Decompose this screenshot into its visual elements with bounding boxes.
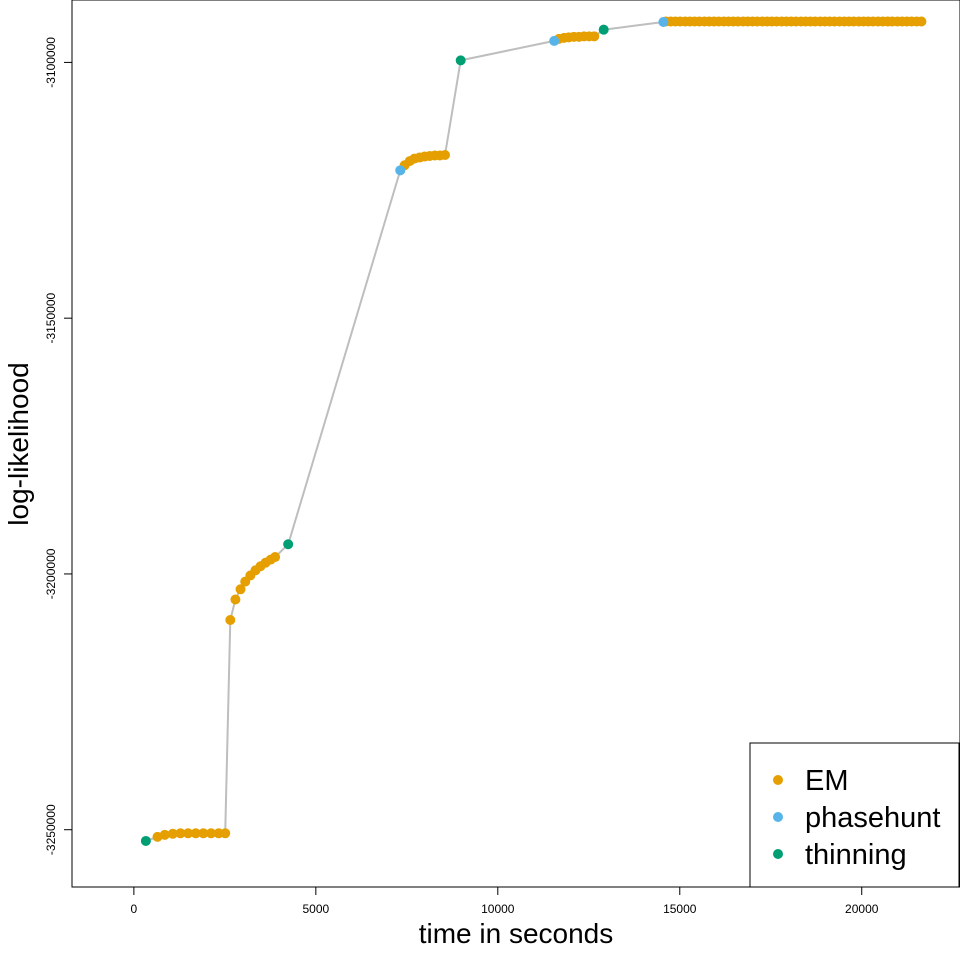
legend-marker-em	[773, 775, 783, 785]
em-point	[235, 584, 246, 595]
phasehunt-point	[549, 35, 560, 46]
em-point	[916, 16, 927, 27]
thinning-point	[140, 835, 151, 846]
y-axis: -3250000 -3200000 -3150000 -3100000	[44, 37, 73, 855]
x-axis-title: time in seconds	[419, 918, 614, 949]
x-tick-label: 20000	[845, 902, 879, 916]
legend: EM phasehunt thinning	[749, 742, 960, 888]
thinning-point	[598, 24, 609, 35]
x-tick-label: 5000	[302, 902, 329, 916]
legend-marker-phasehunt	[773, 812, 783, 822]
data-points-layer	[140, 16, 927, 846]
em-point	[198, 828, 209, 839]
thinning-point	[283, 539, 294, 550]
x-tick-label: 15000	[663, 902, 697, 916]
em-point	[440, 149, 451, 160]
em-point	[175, 828, 186, 839]
x-tick-label: 0	[131, 902, 138, 916]
em-point	[225, 614, 236, 625]
em-point	[159, 829, 170, 840]
y-axis-title: log-likelihood	[3, 362, 34, 525]
x-tick-label: 10000	[481, 902, 515, 916]
y-tick-label: -3100000	[44, 37, 58, 88]
phasehunt-point	[658, 16, 669, 27]
series-thinning	[140, 24, 609, 846]
y-tick-label: -3150000	[44, 292, 58, 343]
series-em	[152, 16, 927, 842]
em-point	[190, 828, 201, 839]
em-point	[206, 828, 217, 839]
y-tick-label: -3250000	[44, 804, 58, 855]
em-point	[220, 828, 231, 839]
legend-label-em: EM	[805, 765, 849, 797]
series-phasehunt	[395, 16, 669, 176]
em-point	[230, 594, 241, 605]
phasehunt-point	[395, 165, 406, 176]
legend-label-phasehunt: phasehunt	[805, 802, 940, 834]
x-axis: 0 5000 10000 15000 20000	[131, 886, 879, 916]
legend-marker-thinning	[773, 849, 783, 859]
em-point	[183, 828, 194, 839]
y-tick-label: -3200000	[44, 548, 58, 599]
legend-label-thinning: thinning	[805, 839, 907, 871]
em-point	[589, 31, 600, 42]
em-point	[270, 552, 281, 563]
legend-box	[749, 742, 960, 888]
em-point	[167, 828, 178, 839]
thinning-point	[455, 55, 466, 66]
